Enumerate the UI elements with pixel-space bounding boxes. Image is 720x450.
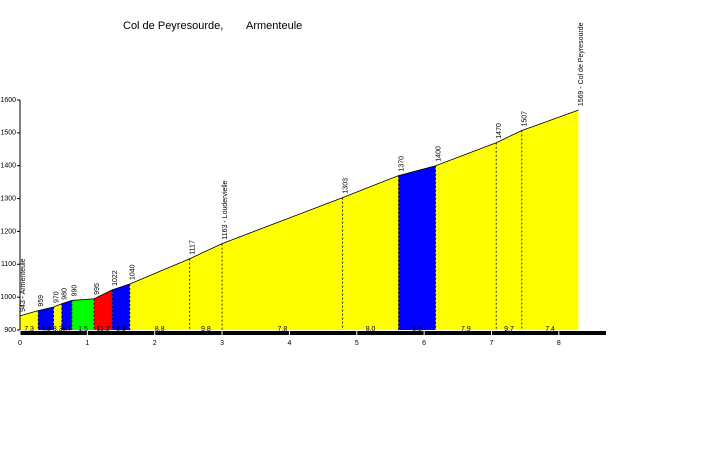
y-tick-label: 1200 <box>0 228 16 235</box>
profile-segment <box>521 110 579 330</box>
profile-segment <box>61 300 72 330</box>
point-label: 1370 <box>398 156 405 172</box>
point-label: 990 <box>72 285 79 297</box>
point-label: 1022 <box>112 270 119 286</box>
point-label: 980 <box>62 288 69 300</box>
x-tick-label: 6 <box>422 340 426 347</box>
y-tick-label: 1000 <box>0 294 16 301</box>
profile-segment <box>398 165 436 330</box>
x-tick-label: 3 <box>220 340 224 347</box>
x-tick-label: 5 <box>355 340 359 347</box>
gradient-label: 7.9 <box>461 326 471 333</box>
gradient-label: 4.8 <box>41 326 51 333</box>
point-label: 995 <box>94 283 101 295</box>
gradient-label: 8.3 <box>53 326 63 333</box>
gradient-label: 6.7 <box>62 326 72 333</box>
profile-segment <box>222 197 343 330</box>
point-label: 1040 <box>130 264 137 280</box>
profile-segment <box>38 307 54 330</box>
x-tick-label: 1 <box>85 340 89 347</box>
x-tick-label: 4 <box>287 340 291 347</box>
point-label: 1507 <box>522 111 529 127</box>
chart-title: Col de Peyresourde, <box>123 20 223 32</box>
point-label: 1470 <box>496 123 503 139</box>
gradient-label: 6.9 <box>116 326 126 333</box>
y-tick-label: 1300 <box>0 195 16 202</box>
point-label: 943 - Armenteule <box>20 258 27 311</box>
profile-line <box>19 109 579 317</box>
profile-segment <box>112 284 130 330</box>
gradient-label: 7.3 <box>24 326 34 333</box>
profile-segment <box>342 175 399 330</box>
point-label: 959 <box>38 295 45 307</box>
gradient-label: 7.8 <box>277 326 287 333</box>
chart-subtitle: Armenteule <box>246 20 302 32</box>
profile-segment <box>53 303 62 330</box>
gradient-label: 7.4 <box>545 326 555 333</box>
point-label: 1303 <box>342 178 349 194</box>
point-label: 1569 - Col de Peyresourde <box>578 22 585 106</box>
x-tick-label: 8 <box>557 340 561 347</box>
gradient-label: 9.8 <box>201 326 211 333</box>
x-tick-label: 0 <box>18 340 22 347</box>
profile-segment <box>71 298 95 330</box>
gradient-label: 1.5 <box>78 326 88 333</box>
profile-segment <box>496 130 522 330</box>
profile-segment <box>189 243 223 330</box>
gradient-label: 5.5 <box>412 326 422 333</box>
y-tick-label: 1400 <box>0 163 16 170</box>
profile-segment <box>435 142 497 330</box>
point-label: 1163 - Loudervielle <box>222 180 229 239</box>
gradient-label: 9.7 <box>504 326 514 333</box>
point-label: 970 <box>54 291 61 303</box>
point-label: 1400 <box>435 146 442 162</box>
y-tick-label: 1500 <box>0 130 16 137</box>
gradient-label: 8.8 <box>155 326 165 333</box>
gradient-label: 8.0 <box>366 326 376 333</box>
point-label: 1117 <box>190 240 197 255</box>
x-tick-label: 2 <box>153 340 157 347</box>
profile-segment <box>94 289 113 330</box>
y-tick-label: 1600 <box>0 97 16 104</box>
y-tick-label: 900 <box>4 327 16 334</box>
y-tick-label: 1100 <box>1 261 16 268</box>
profile-segment <box>129 258 190 330</box>
profile-segment <box>20 310 39 330</box>
x-tick-label: 7 <box>490 340 494 347</box>
gradient-label: 11.2 <box>97 326 110 333</box>
